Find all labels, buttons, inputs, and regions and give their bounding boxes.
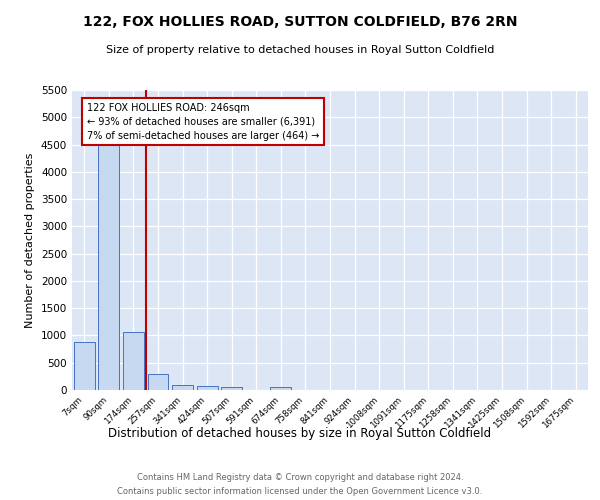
Bar [197,386,218,390]
Bar [98,142,119,390]
Bar [74,342,95,390]
Bar [221,387,242,390]
Y-axis label: Number of detached properties: Number of detached properties [25,152,35,328]
Bar [271,387,292,390]
Text: 122 FOX HOLLIES ROAD: 246sqm
← 93% of detached houses are smaller (6,391)
7% of : 122 FOX HOLLIES ROAD: 246sqm ← 93% of de… [87,102,320,141]
Text: 122, FOX HOLLIES ROAD, SUTTON COLDFIELD, B76 2RN: 122, FOX HOLLIES ROAD, SUTTON COLDFIELD,… [83,15,517,29]
Bar [123,332,144,390]
Bar [148,374,169,390]
Text: Distribution of detached houses by size in Royal Sutton Coldfield: Distribution of detached houses by size … [109,428,491,440]
Bar [172,385,193,390]
Text: Size of property relative to detached houses in Royal Sutton Coldfield: Size of property relative to detached ho… [106,45,494,55]
Text: Contains HM Land Registry data © Crown copyright and database right 2024.: Contains HM Land Registry data © Crown c… [137,472,463,482]
Text: Contains public sector information licensed under the Open Government Licence v3: Contains public sector information licen… [118,488,482,496]
